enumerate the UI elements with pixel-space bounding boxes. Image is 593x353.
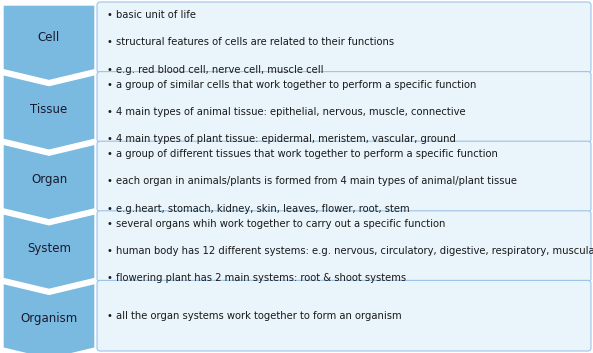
FancyBboxPatch shape <box>97 72 591 142</box>
FancyBboxPatch shape <box>97 211 591 281</box>
Text: • human body has 12 different systems: e.g. nervous, circulatory, digestive, res: • human body has 12 different systems: e… <box>107 246 593 256</box>
Text: • flowering plant has 2 main systems: root & shoot systems: • flowering plant has 2 main systems: ro… <box>107 274 406 283</box>
Polygon shape <box>3 5 95 80</box>
Text: • structural features of cells are related to their functions: • structural features of cells are relat… <box>107 37 394 47</box>
Text: Cell: Cell <box>38 31 60 44</box>
Text: • each organ in animals/plants is formed from 4 main types of animal/plant tissu: • each organ in animals/plants is formed… <box>107 176 517 186</box>
Text: • e.g. red blood cell, nerve cell, muscle cell: • e.g. red blood cell, nerve cell, muscl… <box>107 65 324 74</box>
Text: • a group of similar cells that work together to perform a specific function: • a group of similar cells that work tog… <box>107 79 476 90</box>
Text: • basic unit of life: • basic unit of life <box>107 10 196 20</box>
FancyBboxPatch shape <box>97 2 591 73</box>
Polygon shape <box>3 214 95 289</box>
FancyBboxPatch shape <box>97 280 591 351</box>
Text: • several organs whih work together to carry out a specific function: • several organs whih work together to c… <box>107 219 445 229</box>
Polygon shape <box>3 144 95 220</box>
Text: • 4 main types of animal tissue: epithelial, nervous, muscle, connective: • 4 main types of animal tissue: epithel… <box>107 107 466 117</box>
Text: Organ: Organ <box>31 173 67 186</box>
FancyBboxPatch shape <box>97 141 591 212</box>
Text: • 4 main types of plant tissue: epidermal, meristem, vascular, ground: • 4 main types of plant tissue: epiderma… <box>107 134 456 144</box>
Text: • all the organ systems work together to form an organism: • all the organ systems work together to… <box>107 311 401 321</box>
Text: System: System <box>27 243 71 255</box>
Text: Organism: Organism <box>20 312 78 325</box>
Text: • a group of different tissues that work together to perform a specific function: • a group of different tissues that work… <box>107 149 498 159</box>
Text: Tissue: Tissue <box>30 103 68 116</box>
Polygon shape <box>3 74 95 150</box>
Polygon shape <box>3 283 95 353</box>
Text: • e.g.heart, stomach, kidney, skin, leaves, flower, root, stem: • e.g.heart, stomach, kidney, skin, leav… <box>107 204 410 214</box>
